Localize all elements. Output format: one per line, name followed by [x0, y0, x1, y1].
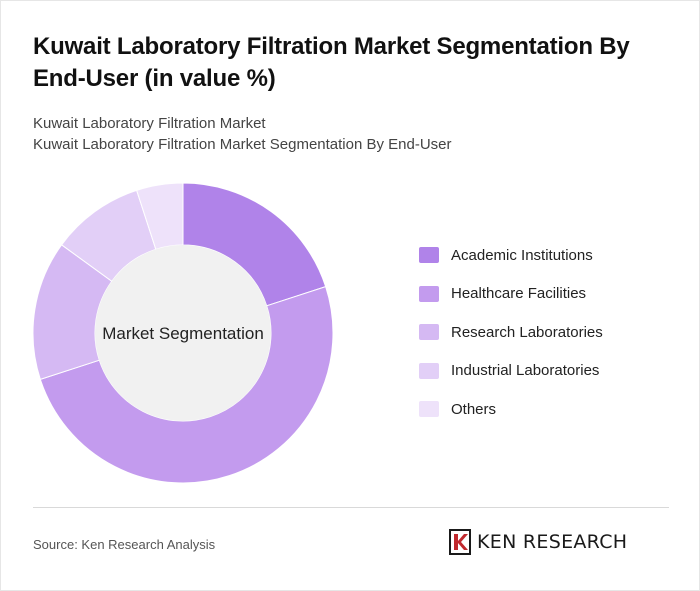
legend-label-healthcare-facilities: Healthcare Facilities	[451, 285, 587, 303]
footer-divider	[33, 507, 669, 508]
legend-item-research-laboratories: Research Laboratories	[419, 322, 603, 342]
ken-research-logo: KEN RESEARCH	[449, 529, 627, 555]
legend-item-industrial-laboratories: Industrial Laboratories	[419, 361, 603, 381]
source-note: Source: Ken Research Analysis	[33, 537, 216, 552]
chart-legend: Academic Institutions Healthcare Faciliti…	[419, 245, 603, 438]
legend-item-others: Others	[419, 399, 603, 419]
legend-label-industrial-laboratories: Industrial Laboratories	[451, 362, 600, 380]
legend-swatch-academic-institutions	[419, 247, 439, 263]
legend-label-research-laboratories: Research Laboratories	[451, 323, 603, 341]
legend-label-others: Others	[451, 400, 497, 418]
chart-subtitle-segmentation: Kuwait Laboratory Filtration Market Segm…	[33, 136, 452, 153]
legend-swatch-industrial-laboratories	[419, 362, 439, 379]
ken-research-logo-icon	[449, 529, 471, 555]
chart-title: Kuwait Laboratory Filtration Market Segm…	[33, 33, 630, 92]
legend-item-academic-institutions: Academic Institutions	[419, 245, 603, 265]
legend-label-academic-institutions: Academic Institutions	[451, 246, 593, 264]
legend-swatch-research-laboratories	[419, 324, 439, 341]
brand-name: KEN RESEARCH	[477, 531, 628, 553]
legend-swatch-others	[419, 401, 439, 418]
legend-swatch-healthcare-facilities	[419, 285, 439, 302]
chart-subtitle-market: Kuwait Laboratory Filtration Market	[33, 115, 266, 132]
center-label: Market Segmentation	[102, 324, 264, 343]
legend-item-healthcare-facilities: Healthcare Facilities	[419, 284, 603, 304]
donut-chart: Market Segmentation	[32, 182, 334, 484]
donut-center	[95, 245, 271, 421]
